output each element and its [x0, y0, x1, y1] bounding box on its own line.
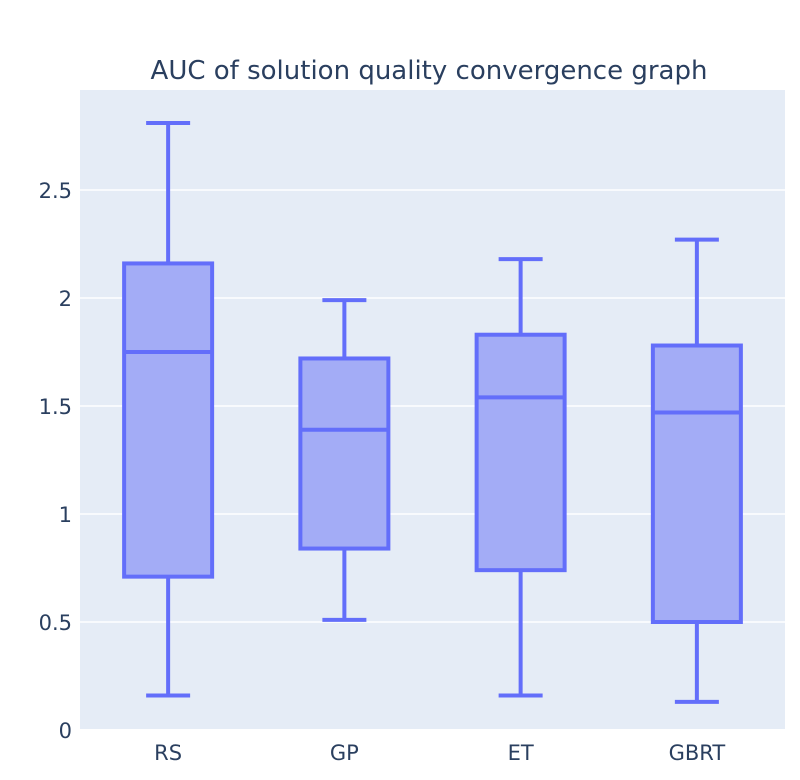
y-tick-label: 2 [59, 287, 72, 311]
boxes [122, 121, 743, 704]
iqr-box [650, 343, 743, 624]
y-tick-label: 1.5 [39, 395, 72, 419]
box-gp [298, 298, 391, 622]
y-axis-ticks: 0 0.5 1 1.5 2 2.5 [39, 179, 72, 743]
x-axis-ticks: RS GP ET GBRT [154, 741, 725, 765]
y-tick-label: 0 [59, 719, 72, 743]
x-tick-label: GBRT [669, 741, 726, 765]
x-tick-label: GP [330, 741, 359, 765]
y-tick-label: 0.5 [39, 611, 72, 635]
y-tick-label: 2.5 [39, 179, 72, 203]
iqr-box [298, 356, 391, 551]
box-et [474, 257, 567, 698]
x-tick-label: ET [508, 741, 534, 765]
box-gbrt [650, 237, 743, 704]
iqr-box [474, 332, 567, 573]
box-rs [122, 121, 215, 698]
chart-title: AUC of solution quality convergence grap… [151, 56, 708, 86]
iqr-box [122, 261, 215, 579]
y-tick-label: 1 [59, 503, 72, 527]
x-tick-label: RS [154, 741, 182, 765]
